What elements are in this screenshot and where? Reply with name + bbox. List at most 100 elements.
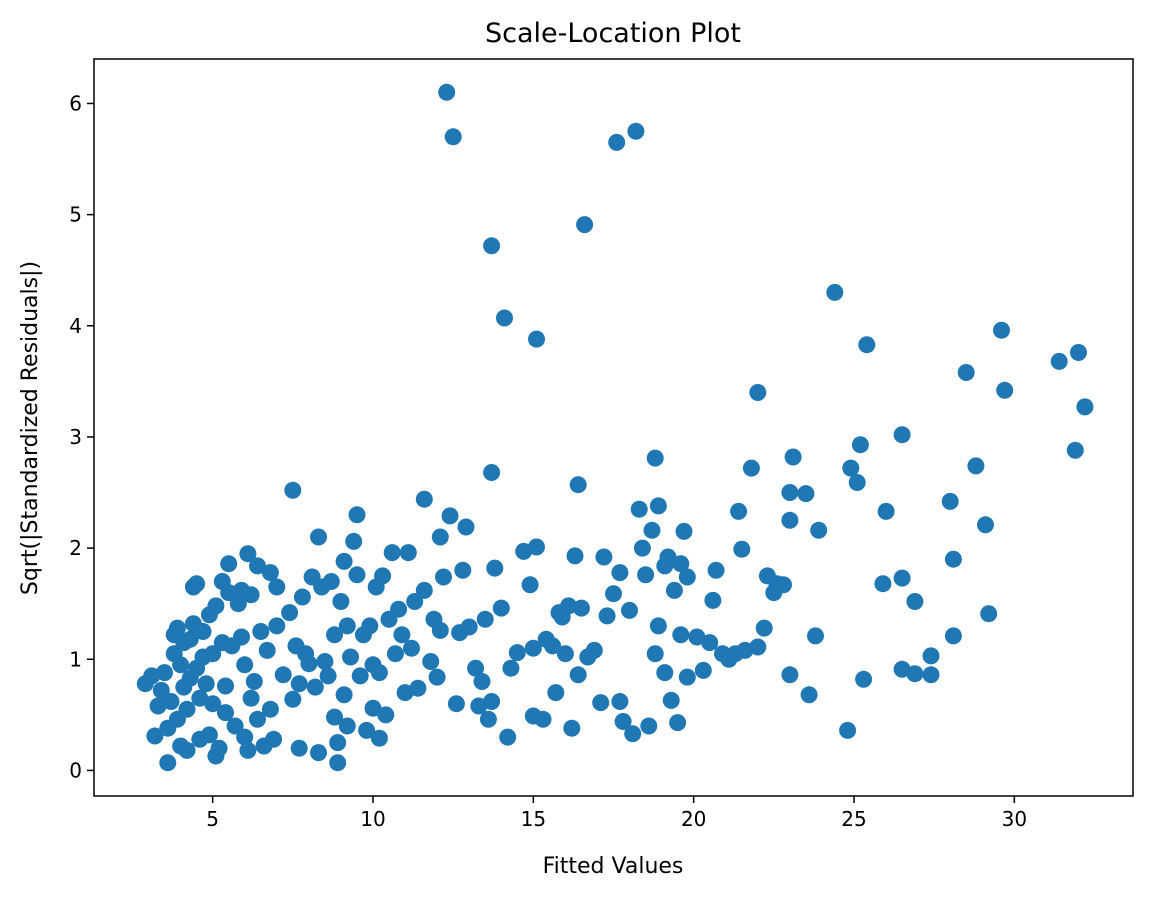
x-tick-label: 25 (841, 807, 866, 831)
data-point (268, 578, 286, 596)
y-tick-label: 5 (69, 203, 82, 227)
data-point (409, 679, 427, 697)
data-point (345, 532, 363, 550)
data-point (595, 548, 613, 566)
data-point (284, 690, 302, 708)
data-point (162, 693, 180, 710)
y-tick-label: 4 (69, 314, 82, 338)
data-point (874, 575, 892, 593)
data-point (534, 710, 552, 728)
data-point (435, 568, 452, 586)
data-point (200, 726, 218, 744)
data-point (370, 729, 388, 747)
data-point (143, 667, 161, 685)
data-point (502, 659, 520, 677)
data-point (611, 564, 629, 582)
data-point (335, 552, 353, 570)
data-point (268, 617, 286, 635)
data-point (326, 708, 343, 726)
data-point (293, 588, 311, 606)
data-point (422, 653, 440, 670)
data-point (178, 741, 196, 759)
data-point (252, 623, 270, 640)
data-point (678, 668, 696, 686)
data-point (694, 661, 712, 679)
data-point (675, 522, 693, 540)
data-point (300, 655, 318, 673)
data-point (319, 667, 337, 685)
data-point (338, 717, 356, 735)
data-point (322, 573, 340, 590)
data-point (470, 697, 488, 715)
data-point (460, 618, 478, 636)
data-point (431, 528, 449, 546)
data-point (656, 664, 674, 682)
x-axis: 5 10 15 20 25 30 (206, 796, 1027, 831)
data-point (316, 653, 334, 670)
data-point (188, 575, 206, 593)
data-point (672, 555, 690, 573)
data-point (643, 521, 661, 539)
data-point (630, 500, 648, 518)
data-point (377, 706, 395, 724)
data-point (646, 449, 664, 467)
data-point (842, 459, 860, 477)
data-point (399, 544, 417, 562)
data-point (370, 664, 388, 682)
data-point (996, 381, 1014, 399)
data-point (957, 364, 975, 381)
data-point (784, 448, 802, 466)
data-point (662, 691, 680, 709)
data-point (977, 516, 994, 534)
data-point (611, 693, 629, 710)
data-point (556, 645, 574, 663)
data-point (479, 710, 497, 728)
data-point (265, 730, 283, 748)
data-point (566, 547, 584, 565)
y-tick-label: 2 (69, 536, 82, 560)
data-point (598, 607, 616, 625)
data-point (944, 550, 962, 568)
data-point (454, 561, 472, 579)
data-point (229, 595, 247, 613)
data-point (944, 627, 962, 645)
data-point (508, 644, 526, 662)
data-point (274, 666, 292, 684)
data-point (967, 457, 985, 475)
data-point (406, 593, 424, 610)
data-point (332, 593, 350, 610)
data-point (172, 656, 190, 674)
data-point (649, 497, 667, 515)
data-point (605, 585, 622, 603)
data-point (249, 557, 266, 575)
data-point (236, 656, 254, 674)
data-point (261, 564, 279, 582)
data-point (547, 684, 565, 702)
data-point (1076, 398, 1094, 416)
data-point (848, 474, 866, 491)
data-point (194, 623, 212, 640)
data-point (993, 321, 1010, 339)
data-point (781, 666, 799, 684)
data-point (665, 581, 683, 599)
data-point (569, 476, 587, 494)
data-point (146, 727, 164, 745)
data-point (483, 693, 501, 710)
data-points (136, 83, 1094, 772)
data-point (646, 645, 664, 663)
data-point (855, 670, 873, 688)
data-point (191, 689, 209, 707)
data-point (858, 336, 876, 354)
data-point (797, 485, 815, 503)
data-point (383, 544, 401, 562)
data-point (374, 567, 392, 585)
data-point (893, 426, 911, 444)
data-point (893, 660, 911, 678)
data-point (156, 664, 173, 682)
data-point (659, 548, 677, 566)
data-point (204, 695, 222, 713)
data-point (637, 566, 655, 584)
data-point (524, 639, 542, 657)
data-point (749, 638, 767, 656)
data-point (826, 283, 844, 301)
